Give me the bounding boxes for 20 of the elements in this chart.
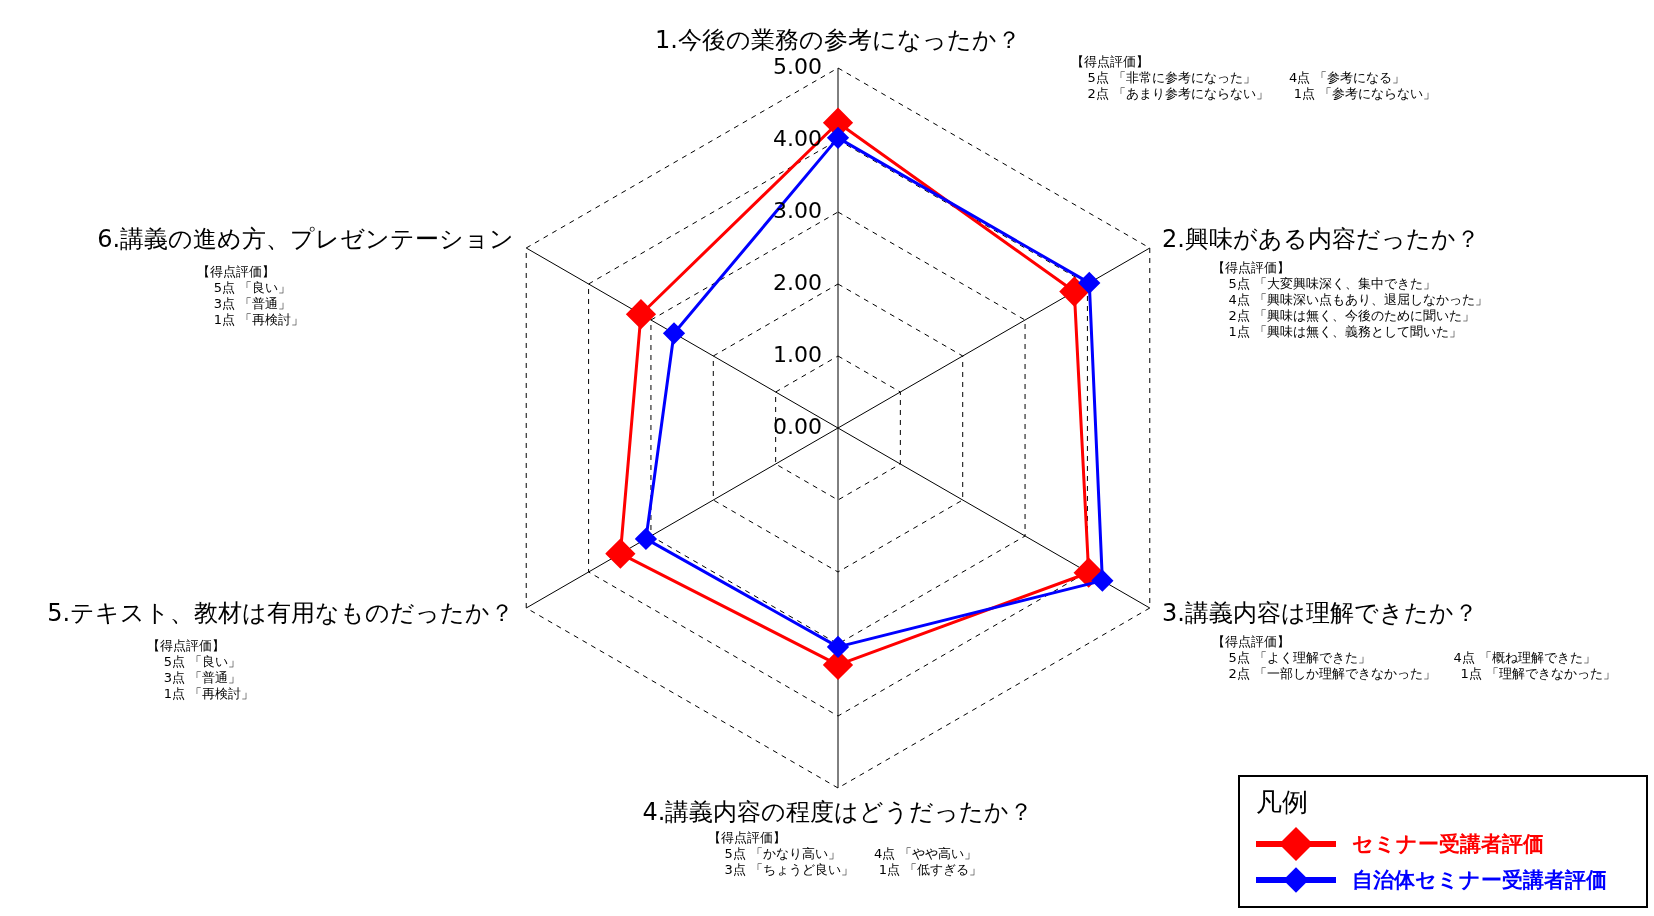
legend-label: 自治体セミナー受講者評価 — [1352, 867, 1607, 894]
y-tick-label: 0.00 — [773, 413, 822, 439]
text: 【得点評価】 5点 「大変興味深く、集中できた」 4点 「興味深い点もあり、退屈しなかった」 2点 「興味は無く、今後のために聞いた」 1点 「興味は無く、義務として聞いた」 — [1211, 260, 1488, 340]
y-tick-label: 2.00 — [773, 269, 822, 295]
y-tick-label: 1.00 — [773, 341, 822, 367]
y-tick-label: 4.00 — [773, 125, 822, 151]
text: 【得点評価】 5点 「良い」 3点 「普通」 1点 「再検討」 — [197, 264, 305, 328]
spoke-label: 6.講義の進め方、プレゼンテーション — [97, 225, 515, 254]
spoke-label: 2.興味がある内容だったか？ — [1161, 225, 1480, 254]
text: 【得点評価】 5点 「良い」 3点 「普通」 1点 「再検討」 — [147, 638, 255, 702]
text: 【得点評価】 5点 「非常に参考になった」 4点 「参考になる」 2点 「あまり参考にならない」 1点 「参考にならない」 — [1070, 54, 1437, 102]
text: 【得点評価】 5点 「よく理解できた」 4点 「概ね理解できた」 2点 「一部しか理解できなかった」 1点 「理解できなかった」 — [1211, 634, 1617, 682]
legend-title: 凡例 — [1256, 786, 1309, 819]
spoke-label: 1.今後の業務の参考になったか？ — [655, 26, 1021, 55]
spoke-label: 3.講義内容は理解できたか？ — [1161, 599, 1478, 628]
spoke-label: 4.講義内容の程度はどうだったか？ — [642, 798, 1034, 827]
legend-label: セミナー受講者評価 — [1352, 831, 1544, 858]
y-tick-label: 5.00 — [773, 53, 822, 79]
spoke-label: 5.テキスト、教材は有用なものだったか？ — [47, 599, 515, 628]
text: 【得点評価】 5点 「かなり高い」 4点 「やや高い」 3点 「ちょうど良い」 1点 「低すぎる」 — [708, 830, 983, 878]
